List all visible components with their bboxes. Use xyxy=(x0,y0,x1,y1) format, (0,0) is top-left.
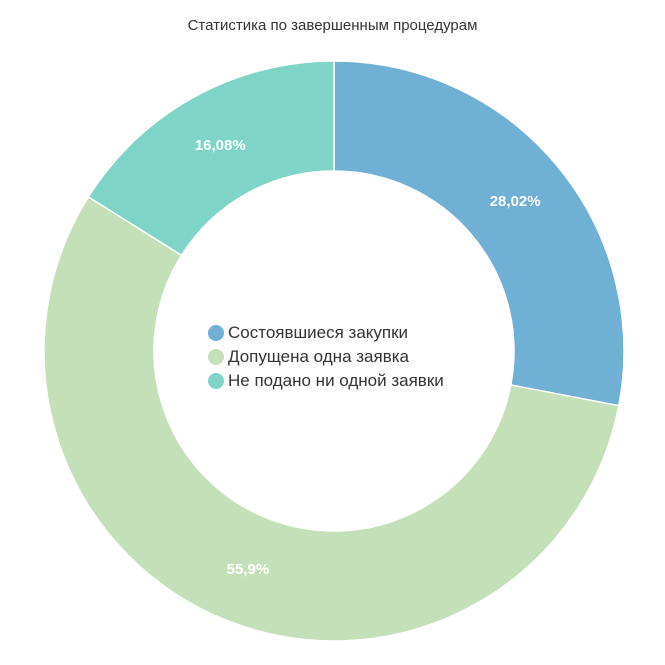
legend-label-2: Допущена одна заявка xyxy=(228,347,409,366)
legend-swatch-2 xyxy=(208,349,224,365)
slice-label-2: 55,9% xyxy=(227,561,270,578)
slice-label-1: 28,02% xyxy=(490,193,541,210)
slice-1[interactable] xyxy=(333,60,625,407)
slice-3[interactable] xyxy=(87,60,335,257)
donut-labels: 28,02% 55,9% 16,08% xyxy=(195,137,541,578)
legend-label-3: Не подано ни одной заявки xyxy=(228,371,444,390)
slice-label-3: 16,08% xyxy=(195,137,246,154)
legend-label-1: Состоявшиеся закупки xyxy=(228,323,409,342)
chart-title: Статистика по завершенным процедурам xyxy=(187,17,478,34)
legend-swatch-1 xyxy=(208,325,224,341)
legend-item-3[interactable]: Не подано ни одной заявки xyxy=(208,369,444,393)
legend-item-1[interactable]: Состоявшиеся закупки xyxy=(208,321,444,345)
legend-swatch-3 xyxy=(208,373,224,389)
legend-item-2[interactable]: Допущена одна заявка xyxy=(208,345,444,369)
legend: Состоявшиеся закупки Допущена одна заявк… xyxy=(208,321,444,393)
slice-2[interactable] xyxy=(43,195,620,642)
donut-slices xyxy=(43,60,625,642)
